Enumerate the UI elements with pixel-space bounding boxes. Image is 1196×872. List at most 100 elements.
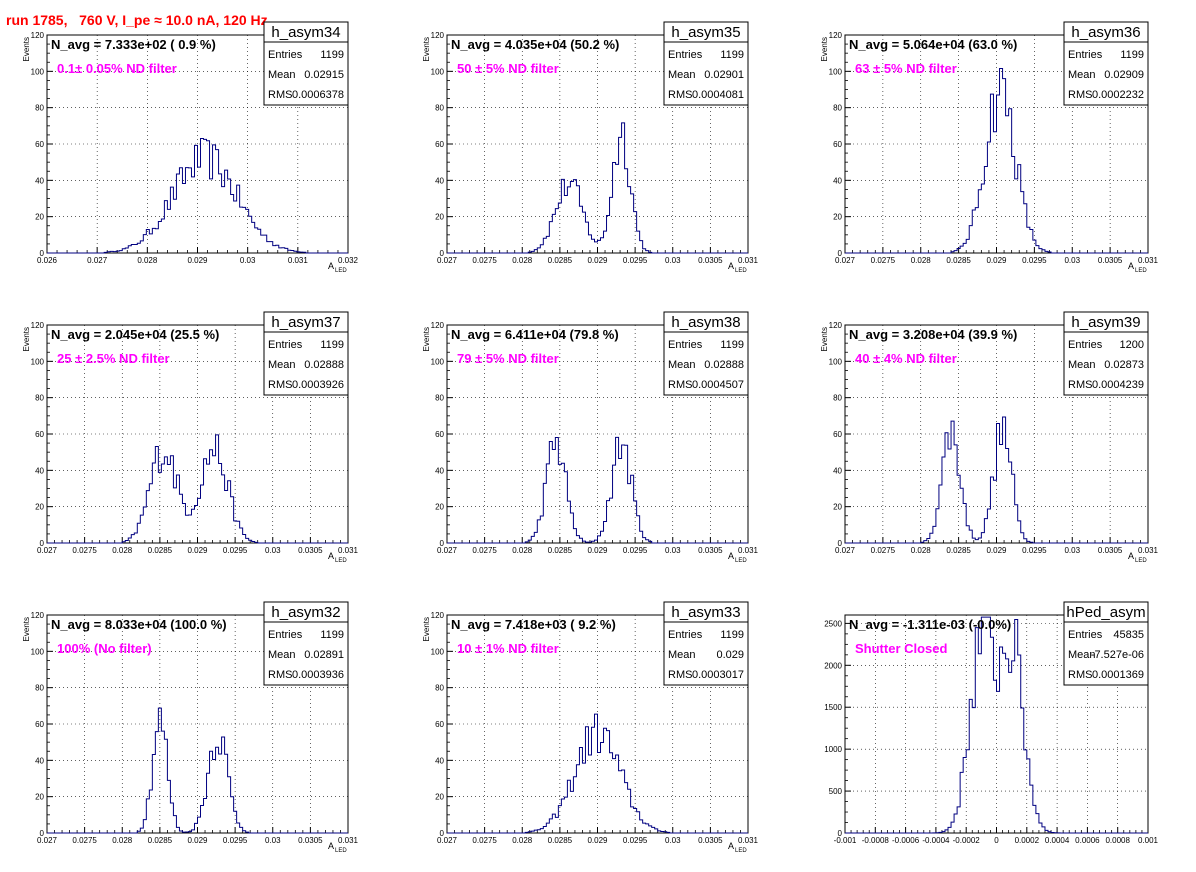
x-tick-label: 0.0285: [946, 546, 971, 555]
filter-annotation: 40 ± 4% ND filter: [855, 351, 957, 366]
x-axis-label-subscript: LED: [1135, 268, 1147, 274]
filter-annotation: 0.1± 0.05% ND filter: [57, 61, 177, 76]
x-axis-label-subscript: LED: [735, 558, 747, 564]
stats-title: h_asym34: [271, 24, 340, 41]
y-tick-label: 120: [431, 31, 445, 40]
x-tick-label: 0.027: [835, 546, 856, 555]
y-tick-label: 120: [31, 31, 45, 40]
y-tick-label: 20: [435, 503, 444, 512]
stats-key-rms: RMS: [268, 89, 292, 101]
x-tick-label: 0.0305: [1098, 256, 1123, 265]
histogram-line: [447, 122, 748, 254]
y-tick-label: 20: [35, 213, 44, 222]
x-axis-label: A: [328, 551, 334, 561]
stats-value-rms: 0.0002232: [1092, 89, 1144, 101]
y-tick-label: 20: [435, 213, 444, 222]
x-tick-label: 0.026: [37, 256, 58, 265]
x-tick-label: 0.027: [437, 546, 458, 555]
histogram-line: [845, 68, 1148, 254]
navg-header: N_avg = 3.208e+04 (39.9 %): [849, 327, 1017, 342]
y-axis-label: Events: [22, 617, 31, 641]
histogram-panel-hPed_asym: -0.001 -0.0008 -0.0006 -0.0004 -0.0002 0 0.000…: [824, 601, 1159, 845]
x-axis-label-subscript: LED: [335, 268, 347, 274]
x-tick-label: 0.0006: [1075, 836, 1100, 845]
x-tick-label: 0.027: [835, 256, 856, 265]
x-axis-label: A: [1128, 261, 1134, 271]
stats-key-rms: RMS: [668, 89, 692, 101]
y-tick-label: 100: [829, 357, 843, 366]
x-tick-label: 0.029: [986, 256, 1007, 265]
stats-key-mean: Mean: [1068, 649, 1096, 661]
x-tick-label: 0.0285: [946, 256, 971, 265]
stats-value-mean: 0.02873: [1104, 359, 1144, 371]
run-label: run 1785, 760 V, I_pe ≈ 10.0 nA, 120 Hz: [6, 12, 268, 28]
stats-title: h_asym33: [671, 604, 740, 621]
x-tick-label: 0.0295: [223, 546, 248, 555]
x-tick-label: 0.029: [587, 256, 608, 265]
navg-header: N_avg = -1.311e-03 (-0.0%): [849, 617, 1011, 632]
y-tick-label: 120: [431, 611, 445, 620]
stats-value-mean: 0.02888: [304, 359, 344, 371]
filter-annotation: 50 ± 5% ND filter: [457, 61, 559, 76]
x-tick-label: 0.029: [187, 546, 208, 555]
x-tick-label: 0.031: [338, 546, 359, 555]
stats-key-entries: Entries: [668, 629, 703, 641]
x-tick-label: 0.0285: [548, 546, 573, 555]
stats-box: [1063, 21, 1149, 106]
x-axis-label: A: [728, 261, 734, 271]
x-axis-label: A: [1128, 551, 1134, 561]
y-axis-label: Events: [820, 327, 829, 351]
y-tick-label: 80: [435, 104, 444, 113]
stats-box: [663, 601, 749, 686]
y-tick-label: 120: [829, 321, 843, 330]
y-axis-label: Events: [22, 37, 31, 61]
y-tick-label: 100: [31, 357, 45, 366]
y-tick-label: 40: [435, 466, 444, 475]
y-tick-label: 40: [35, 756, 44, 765]
y-tick-label: 120: [829, 31, 843, 40]
histogram-panel-h_asym37: 0.027 0.0275 0.028 0.0285 0.029 0.0295 0.03 0.0…: [22, 311, 359, 564]
stats-key-mean: Mean: [668, 69, 696, 81]
x-tick-label: 0.0295: [623, 836, 648, 845]
x-tick-label: -0.0002: [953, 836, 981, 845]
x-tick-label: 0.03: [665, 546, 681, 555]
stats-key-mean: Mean: [268, 649, 296, 661]
y-tick-label: 80: [833, 104, 842, 113]
x-axis-label: A: [328, 261, 334, 271]
x-tick-label: 0.029: [587, 836, 608, 845]
y-tick-label: 0: [838, 829, 843, 838]
histogram-line: [845, 416, 1148, 544]
stats-key-entries: Entries: [668, 339, 703, 351]
stats-value-entries: 1199: [320, 339, 344, 351]
y-tick-label: 60: [435, 140, 444, 149]
stats-value-rms: 0.0004239: [1092, 379, 1144, 391]
stats-key-mean: Mean: [268, 359, 296, 371]
stats-box: [263, 21, 349, 106]
stats-value-entries: 1199: [320, 49, 344, 61]
x-tick-label: 0.0295: [1022, 256, 1047, 265]
histogram-panel-h_asym35: 0.027 0.0275 0.028 0.0285 0.029 0.0295 0.03 0.0…: [422, 21, 759, 274]
x-tick-label: 0.0305: [298, 546, 323, 555]
filter-annotation: Shutter Closed: [855, 641, 948, 656]
stats-key-entries: Entries: [1068, 629, 1103, 641]
stats-key-rms: RMS: [268, 379, 292, 391]
stats-key-entries: Entries: [1068, 339, 1103, 351]
y-tick-label: 120: [31, 611, 45, 620]
y-axis-label: Events: [422, 327, 431, 351]
histogram-panel-h_asym33: 0.027 0.0275 0.028 0.0285 0.029 0.0295 0.03 0.0…: [422, 601, 759, 854]
x-tick-label: 0.031: [338, 836, 359, 845]
stats-value-entries: 1199: [720, 49, 744, 61]
histogram-line: [47, 138, 348, 254]
filter-annotation: 100% (No filter): [57, 641, 152, 656]
x-axis-label-subscript: LED: [335, 848, 347, 854]
x-tick-label: 0.0004: [1045, 836, 1070, 845]
x-tick-label: 0.031: [738, 546, 759, 555]
stats-title: h_asym36: [1071, 24, 1140, 41]
y-tick-label: 20: [435, 793, 444, 802]
x-tick-label: 0.0305: [698, 256, 723, 265]
x-tick-label: 0.028: [512, 256, 533, 265]
y-tick-label: 40: [35, 466, 44, 475]
stats-key-mean: Mean: [668, 649, 696, 661]
x-tick-label: -0.0008: [862, 836, 890, 845]
x-tick-label: 0.028: [137, 256, 158, 265]
